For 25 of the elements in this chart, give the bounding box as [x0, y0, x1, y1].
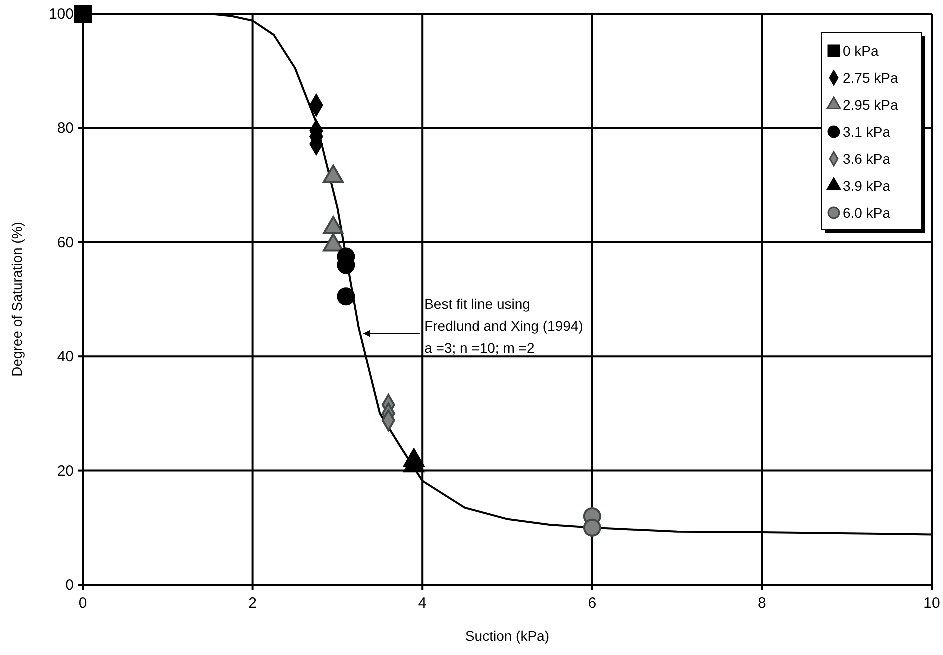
x-tick-label: 4: [418, 595, 427, 612]
x-tick-label: 2: [248, 595, 257, 612]
x-axis-title: Suction (kPa): [465, 628, 550, 644]
y-tick-label: 0: [66, 577, 74, 594]
point: [74, 5, 92, 23]
y-tick-label: 40: [57, 348, 74, 366]
x-tick-label: 0: [78, 595, 88, 612]
x-tick-label: 6: [588, 595, 597, 612]
x-tick-label: 8: [758, 595, 766, 612]
x-tick-label: 10: [924, 595, 940, 612]
point: [337, 288, 356, 306]
y-tick-label: 80: [57, 120, 74, 138]
legend-label: 2.75 kPa: [843, 70, 898, 86]
legend-label: 0 kPa: [843, 43, 880, 59]
y-tick-label: 20: [57, 462, 74, 480]
y-tick-label: 60: [57, 234, 74, 252]
legend-label: 2.95 kPa: [843, 97, 898, 113]
annotation: Best fit line using Fredlund and Xing (1994) a =3; n =10; m =2: [424, 296, 584, 356]
legend-label: 3.9 kPa: [843, 178, 891, 194]
legend-label: 3.6 kPa: [843, 151, 891, 167]
y-tick-label: 100: [48, 6, 74, 23]
point: [583, 518, 602, 537]
legend-label: 6.0 kPa: [843, 205, 891, 221]
legend-label: 3.1 kPa: [843, 124, 891, 140]
y-axis-title: Degree of Saturation (%): [9, 222, 25, 377]
